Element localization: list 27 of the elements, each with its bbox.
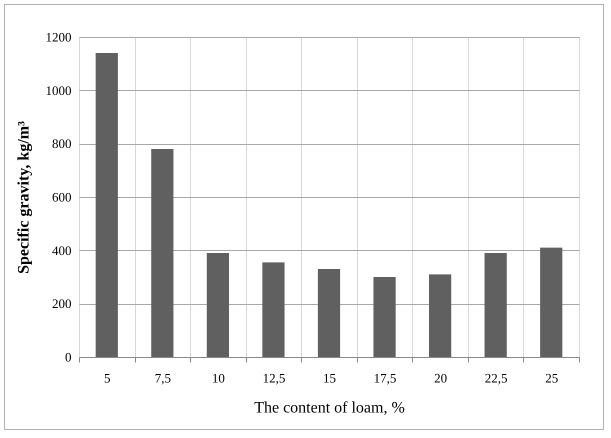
bar: [373, 277, 396, 357]
x-tick-label: 15: [323, 370, 336, 386]
bar: [318, 269, 340, 357]
x-tick-label: 7,5: [154, 370, 171, 386]
y-tick-label: 600: [52, 190, 72, 204]
y-tick-label: 1000: [46, 82, 72, 98]
bar: [540, 248, 562, 357]
y-axis-title: Specific gravity, kg/m³: [16, 120, 32, 274]
x-axis-title: The content of loam, %: [254, 400, 405, 416]
y-tick-label: 200: [52, 296, 72, 312]
x-tick-label: 25: [545, 370, 558, 386]
bar: [484, 253, 507, 357]
y-tick-label: 1200: [46, 30, 72, 44]
bar: [151, 149, 174, 357]
y-tick-label: 0: [65, 350, 72, 364]
bar: [96, 53, 118, 357]
y-tick-label: 400: [52, 242, 72, 258]
x-tick-label: 17,5: [374, 370, 396, 386]
bar: [262, 262, 285, 357]
bar: [206, 253, 229, 357]
x-tick-label: 20: [434, 370, 448, 386]
bar: [429, 274, 452, 357]
x-tick-label: 12,5: [262, 370, 286, 386]
y-tick-label: 800: [52, 136, 72, 152]
x-tick-label: 10: [212, 370, 225, 386]
x-tick-label: 22,5: [484, 370, 508, 386]
x-tick-label: 5: [104, 370, 111, 386]
